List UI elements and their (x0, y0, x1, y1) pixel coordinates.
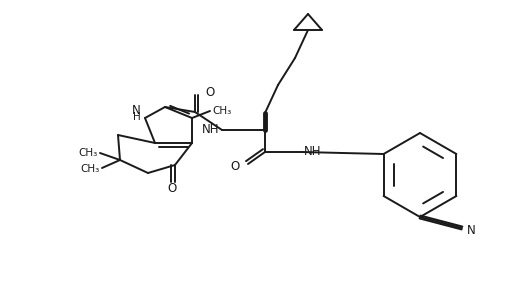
Text: CH₃: CH₃ (80, 164, 100, 174)
Text: CH₃: CH₃ (212, 106, 231, 116)
Text: H: H (133, 112, 141, 122)
Text: O: O (231, 160, 240, 172)
Text: O: O (167, 181, 176, 195)
Text: N: N (467, 224, 476, 237)
Text: N: N (132, 103, 141, 116)
Text: NH: NH (202, 122, 219, 135)
Text: NH: NH (304, 145, 321, 158)
Text: O: O (205, 85, 214, 99)
Text: CH₃: CH₃ (79, 148, 98, 158)
